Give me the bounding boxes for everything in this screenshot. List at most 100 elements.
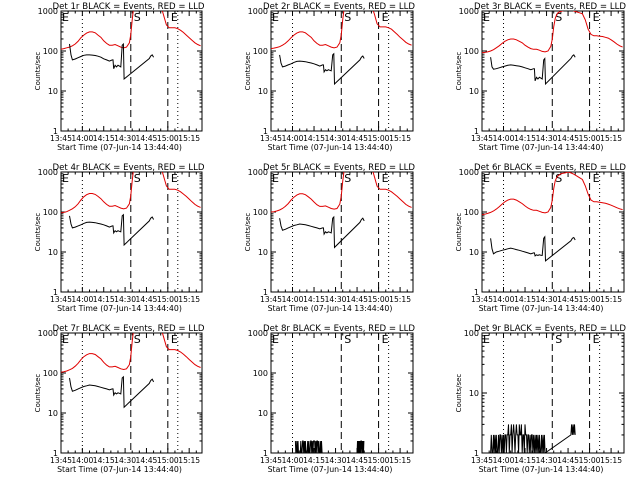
y-tick-label: 10 [258,87,268,96]
x-axis-label: Start Time (07-Jun-14 13:44:40) [479,304,604,313]
marker-label: E [593,11,600,24]
y-tick-label: 1 [474,449,479,458]
x-tick-label: 15:15 [600,134,622,143]
marker-label: S [134,11,141,24]
y-tick-label: 1 [53,288,58,297]
marker-label: E [382,11,389,24]
x-tick-label: 13:45 [260,295,282,304]
events-series-line [69,375,155,409]
y-axis-label: Counts/sec [455,213,463,252]
lld-series-line [61,333,201,373]
marker-label: E [272,172,279,185]
lld-series-line [61,11,201,50]
x-tick-label: 15:15 [389,456,411,465]
panel-title: Det 4r BLACK = Events, RED = LLD [52,163,204,173]
y-tick-label: 10 [48,87,58,96]
x-tick-label: 14:45 [346,456,368,465]
x-tick-label: 14:30 [325,456,347,465]
x-tick-label: 14:00 [493,134,515,143]
y-tick-label: 1000 [459,168,479,177]
panel-title: Det 8r BLACK = Events, RED = LLD [263,324,415,334]
x-axis-label: Start Time (07-Jun-14 13:44:40) [479,143,604,152]
y-tick-label: 100 [43,369,58,378]
panel-det-1: Det 1r BLACK = Events, RED = LLD 1 10 100 10… [34,2,205,152]
panel-title: Det 6r BLACK = Events, RED = LLD [474,163,626,173]
marker-label: E [62,11,69,24]
marker-label: S [344,333,351,346]
marker-label: E [382,333,389,346]
panel-title: Det 2r BLACK = Events, RED = LLD [263,2,415,12]
x-tick-label: 14:15 [514,295,536,304]
x-tick-label: 14:00 [282,295,304,304]
marker-label: E [171,11,178,24]
y-tick-label: 1 [263,449,268,458]
panel-det-2: Det 2r BLACK = Events, RED = LLD 1 10 100 10… [244,2,415,152]
panel-det-9: Det 9r BLACK = Events, RED = LLD 1 10 100 13… [455,324,626,474]
y-tick-label: 10 [48,409,58,418]
marker-label: E [272,333,279,346]
plot-frame [60,10,203,132]
x-tick-label: 15:00 [579,295,601,304]
x-tick-label: 14:45 [346,134,368,143]
y-tick-label: 100 [464,329,479,338]
panel-det-4: Det 4r BLACK = Events, RED = LLD 1 10 100 10… [34,163,205,313]
x-tick-label: 15:15 [178,295,200,304]
y-tick-label: 10 [469,248,479,257]
y-tick-label: 1 [263,288,268,297]
marker-label: S [134,333,141,346]
marker-label: S [555,333,562,346]
events-series-line [279,215,365,249]
y-tick-label: 1000 [459,7,479,16]
y-tick-label: 1000 [248,329,268,338]
marker-label: E [593,172,600,185]
x-tick-label: 14:15 [93,134,115,143]
x-axis-label: Start Time (07-Jun-14 13:44:40) [268,304,393,313]
x-tick-label: 15:15 [178,134,200,143]
x-tick-label: 14:30 [536,134,558,143]
plot-frame [270,10,414,132]
x-tick-label: 13:45 [471,134,493,143]
plot-frame [481,10,625,132]
x-tick-label: 15:15 [600,295,622,304]
x-tick-label: 14:15 [514,134,536,143]
x-tick-label: 14:30 [325,134,347,143]
marker-label: E [593,333,600,346]
x-tick-label: 14:00 [71,134,93,143]
lld-series-line [61,172,201,214]
y-tick-label: 100 [43,47,58,56]
marker-label: E [62,333,69,346]
y-tick-label: 10 [258,409,268,418]
y-tick-label: 1000 [38,168,58,177]
x-tick-label: 14:00 [493,456,515,465]
marker-label: S [344,172,351,185]
y-tick-label: 1 [53,127,58,136]
x-tick-label: 14:00 [282,456,304,465]
events-series-line [490,54,576,86]
x-tick-label: 15:00 [579,456,601,465]
marker-label: E [171,333,178,346]
x-tick-label: 14:45 [136,134,158,143]
x-tick-label: 15:15 [389,295,411,304]
panel-title: Det 3r BLACK = Events, RED = LLD [474,2,626,12]
x-tick-label: 15:15 [178,456,200,465]
panel-det-8: Det 8r BLACK = Events, RED = LLD 1 10 100 10… [248,324,416,474]
marker-label: S [555,11,562,24]
x-tick-label: 14:00 [282,134,304,143]
y-tick-label: 1 [53,449,58,458]
plot-frame [60,332,203,454]
x-tick-label: 15:15 [600,456,622,465]
y-tick-label: 100 [253,369,268,378]
x-tick-label: 14:45 [557,134,579,143]
y-axis-label: Counts/sec [455,374,463,413]
y-tick-label: 10 [48,248,58,257]
x-tick-label: 14:15 [303,456,325,465]
x-tick-label: 14:45 [557,295,579,304]
y-axis-label: Counts/sec [34,374,42,413]
x-tick-label: 14:15 [303,134,325,143]
x-tick-label: 14:45 [136,456,158,465]
panel-det-5: Det 5r BLACK = Events, RED = LLD 1 10 100 10… [244,163,415,313]
marker-label: S [555,172,562,185]
y-tick-label: 1000 [248,168,268,177]
x-tick-label: 13:45 [50,134,72,143]
